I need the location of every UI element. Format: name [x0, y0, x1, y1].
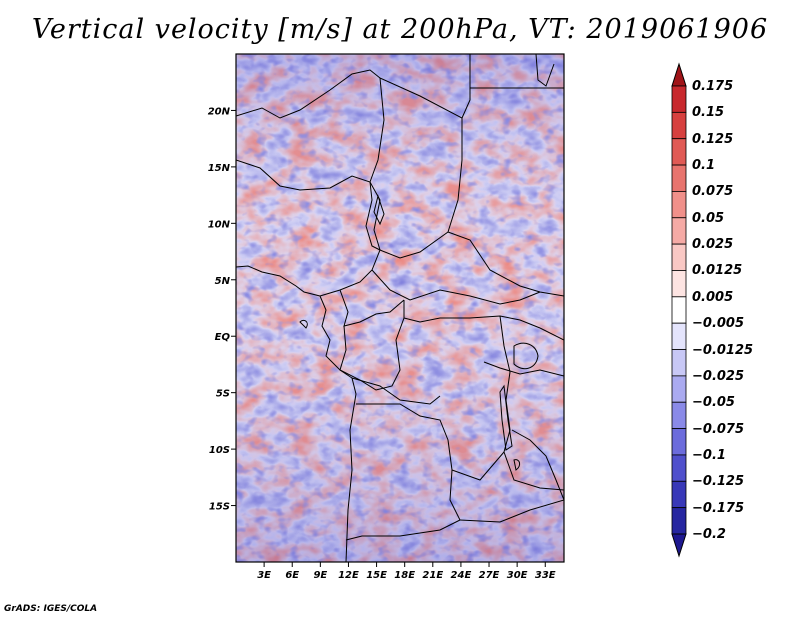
colorbar-swatch	[671, 191, 687, 219]
colorbar-level-label: 0.05	[692, 210, 725, 226]
colorbar-level-label: 0.005	[692, 289, 734, 305]
colorbar-level-label: 0.0125	[692, 263, 743, 279]
colorbar-swatch	[671, 111, 687, 140]
lat-tick-label: 10N	[208, 219, 231, 230]
colorbar-level-label: −0.0125	[692, 342, 754, 358]
lakes	[299, 194, 539, 471]
lat-tick-label: 10S	[209, 445, 230, 456]
colorbar-swatch	[671, 243, 687, 271]
colorbar-swatch	[671, 217, 687, 245]
colorbar-swatch	[671, 322, 687, 350]
colorbar-level-label: −0.005	[692, 316, 745, 332]
colorbar-level-label: 0.075	[692, 184, 734, 200]
lon-tick-label: 18E	[394, 570, 415, 581]
colorbar-level-label: 0.1	[692, 158, 716, 174]
colorbar-swatch	[671, 164, 687, 192]
colorbar-level-label: −0.075	[692, 421, 745, 437]
colorbar-swatch	[671, 507, 687, 535]
grads-credit: GrADS: IGES/COLA	[4, 604, 98, 614]
colorbar-level-label: −0.025	[692, 368, 745, 384]
colorbar-swatch	[671, 270, 687, 298]
lon-tick-label: 3E	[257, 570, 271, 581]
chart-title: Vertical velocity [m/s] at 200hPa, VT: 2…	[31, 14, 769, 45]
lat-tick-label: 15S	[209, 502, 230, 513]
lat-tick-label: 20N	[208, 106, 231, 117]
lon-tick-label: 15E	[366, 570, 387, 581]
lat-tick-label: 15N	[208, 163, 231, 174]
lat-tick-label: EQ	[215, 332, 231, 343]
lon-tick-label: 12E	[338, 570, 359, 581]
map-frame	[235, 53, 565, 563]
colorbar-level-label: −0.1	[692, 447, 726, 463]
colorbar-swatch	[671, 480, 687, 509]
velocity-field	[236, 54, 564, 562]
lon-tick-label: 24E	[451, 570, 472, 581]
colorbar-swatch	[671, 138, 687, 166]
latitude-axis: 20N 15N 10N 5N EQ 5S 10S 15S	[208, 106, 236, 513]
colorbar-level-label: 0.15	[692, 105, 725, 121]
colorbar	[671, 62, 687, 558]
colorbar-level-label: 0.025	[692, 237, 734, 253]
colorbar-bottom-arrow	[671, 533, 687, 558]
lat-tick-label: 5N	[215, 276, 231, 287]
colorbar-level-label: −0.2	[692, 527, 726, 542]
colorbar-level-label: 0.125	[692, 131, 734, 147]
colorbar-swatch	[671, 85, 687, 113]
colorbar-swatch	[671, 454, 687, 482]
colorbar-swatch	[671, 401, 687, 429]
lon-tick-label: 27E	[479, 570, 500, 581]
colorbar-swatch	[671, 428, 687, 456]
colorbar-level-label: 0.175	[692, 79, 734, 94]
lat-tick-label: 5S	[216, 389, 230, 400]
colorbar-top-arrow	[671, 62, 687, 87]
lon-tick-label: 33E	[535, 570, 556, 581]
lon-tick-label: 30E	[507, 570, 528, 581]
colorbar-swatch	[671, 349, 687, 377]
colorbar-level-label: −0.175	[692, 500, 745, 516]
longitude-axis: 3E 6E 9E 12E 15E 18E 21E 24E 27E 30E 33E	[257, 562, 556, 581]
colorbar-swatch	[671, 296, 687, 324]
lon-tick-label: 6E	[285, 570, 299, 581]
colorbar-swatch	[671, 375, 687, 403]
lon-tick-label: 9E	[313, 570, 327, 581]
colorbar-level-label: −0.125	[692, 474, 745, 490]
lon-tick-label: 21E	[422, 570, 443, 581]
colorbar-level-label: −0.05	[692, 395, 735, 411]
